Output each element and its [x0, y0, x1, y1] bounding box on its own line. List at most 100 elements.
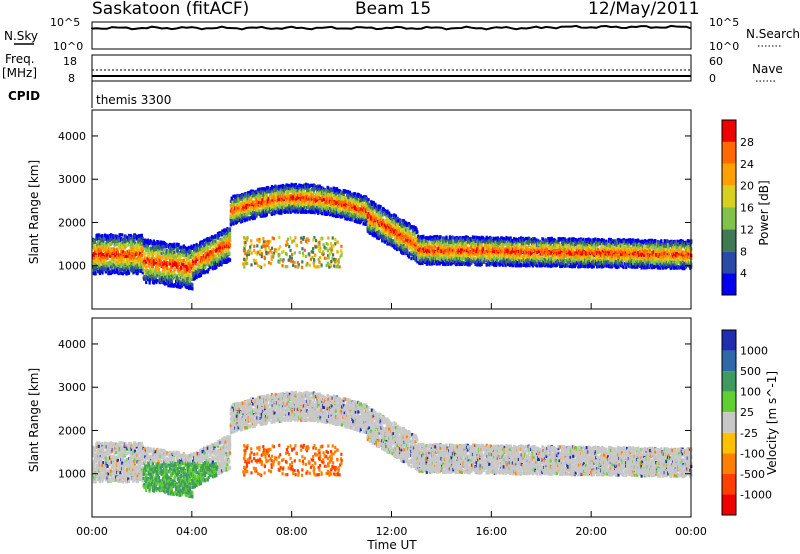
power-cell: [326, 205, 329, 210]
power-cell: [188, 259, 191, 263]
power-cell: [177, 242, 180, 247]
power-cell: [172, 255, 175, 259]
power-cell: [336, 198, 339, 202]
power-cell: [330, 196, 333, 200]
power-cell: [294, 204, 297, 208]
power-cell: [353, 215, 356, 219]
power-cell: [391, 244, 394, 248]
power-cell: [332, 189, 335, 193]
power-cell: [356, 194, 359, 198]
power-cell: [396, 216, 399, 220]
power-cell: [366, 201, 369, 205]
power-cell: [329, 206, 332, 210]
power-cell: [158, 272, 161, 276]
power-cell: [170, 265, 173, 270]
power-cell: [199, 274, 202, 278]
power-cell: [98, 266, 101, 270]
power-cell: [163, 275, 167, 279]
power-cell: [141, 246, 144, 251]
power-cell: [193, 244, 196, 248]
power-cell: [184, 262, 187, 266]
power-cell: [161, 255, 164, 259]
power-cell: [168, 252, 171, 256]
power-cell: [386, 209, 389, 213]
power-cell: [294, 182, 297, 187]
power-cell: [214, 234, 217, 238]
power-cell: [143, 264, 146, 268]
power-cell: [157, 241, 161, 245]
power-cell: [220, 263, 223, 267]
power-cell: [139, 242, 142, 246]
power-cell: [148, 274, 151, 278]
power-cell: [401, 230, 404, 234]
power-cell: [212, 248, 215, 252]
power-cell: [305, 210, 308, 214]
power-cell: [394, 218, 398, 222]
power-cell: [148, 256, 151, 260]
power-cell: [267, 197, 270, 201]
power-cell: [216, 247, 219, 251]
power-cell: [258, 200, 261, 204]
power-cell: [116, 268, 119, 272]
power-cell: [133, 268, 136, 272]
power-cell: [192, 251, 195, 255]
power-cell: [240, 219, 244, 223]
power-cell: [146, 244, 149, 249]
power-cell: [101, 271, 104, 275]
power-cell: [189, 261, 192, 265]
power-cell: [244, 218, 247, 222]
power-cell: [206, 238, 209, 242]
power-cell: [174, 283, 177, 288]
power-cell: [121, 253, 124, 257]
power-cell: [275, 207, 278, 211]
power-cell: [242, 213, 245, 217]
power-cell: [124, 234, 127, 238]
power-cell: [133, 250, 137, 254]
power-cell: [146, 249, 149, 253]
power-cell: [373, 209, 376, 213]
power-cell: [218, 262, 221, 266]
power-cell: [203, 247, 206, 251]
power-cell: [167, 284, 170, 288]
power-cell: [400, 232, 404, 236]
power-cell: [127, 257, 130, 262]
power-cell: [224, 228, 227, 232]
power-cell: [178, 262, 181, 266]
power-cell: [264, 198, 267, 202]
power-cell: [132, 248, 135, 252]
power-cell: [173, 242, 176, 246]
power-cell: [187, 277, 190, 281]
power-cell: [244, 195, 247, 199]
power-cell: [321, 206, 324, 211]
power-cell: [167, 271, 170, 275]
power-cell: [394, 216, 397, 220]
power-cell: [336, 188, 339, 192]
power-cell: [152, 281, 155, 285]
power-cell: [218, 231, 221, 235]
power-cell: [92, 252, 96, 256]
power-cell: [268, 210, 271, 214]
power-cell: [294, 189, 297, 193]
power-cell: [399, 222, 402, 226]
power-cell: [145, 256, 148, 260]
nsky-label: N.Sky: [4, 29, 38, 43]
power-cell: [204, 257, 207, 261]
power-cell: [197, 255, 200, 259]
power-cell: [255, 203, 258, 207]
power-cell: [203, 243, 206, 247]
power-cell: [139, 262, 143, 266]
power-cell: [161, 273, 164, 277]
power-cell: [106, 256, 109, 260]
power-cell: [205, 240, 208, 244]
power-cell: [152, 257, 155, 261]
power-cell: [293, 189, 296, 194]
power-cell: [153, 274, 156, 278]
power-cell: [174, 267, 177, 271]
nsky-trace: [91, 24, 692, 31]
power-cell: [206, 270, 209, 274]
power-cell: [317, 195, 321, 199]
power-cell: [104, 259, 107, 263]
power-cell: [116, 263, 119, 268]
power-cell: [217, 240, 220, 244]
